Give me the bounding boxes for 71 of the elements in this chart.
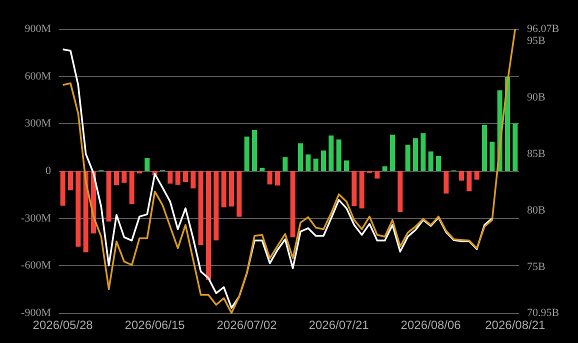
bar: [444, 171, 449, 194]
bar: [313, 158, 318, 171]
bar: [344, 160, 349, 171]
y-tick-label: -600M: [21, 260, 52, 272]
y-tick-label: 600M: [24, 70, 52, 82]
bar: [175, 171, 180, 185]
bar: [459, 171, 464, 181]
bar: [328, 136, 334, 171]
bar: [290, 171, 296, 238]
bar: [76, 171, 81, 247]
bar: [374, 171, 380, 179]
bar: [505, 76, 510, 171]
bar: [282, 157, 288, 171]
bar: [244, 136, 250, 171]
bar: [490, 142, 495, 171]
bar: [436, 156, 441, 171]
bar: [413, 138, 418, 171]
bar: [252, 130, 257, 171]
bar: [114, 171, 119, 186]
y-tick-label: -900M: [21, 307, 52, 319]
x-tick-label: 2026/07/02: [216, 318, 278, 332]
bar: [398, 171, 403, 212]
bar: [260, 168, 265, 171]
x-tick-label: 2026/08/06: [400, 318, 462, 332]
bar: [144, 158, 150, 171]
bar: [482, 124, 487, 171]
bar: [229, 171, 234, 206]
x-tick-label: 2026/08/21: [485, 318, 546, 332]
bar: [306, 154, 311, 171]
y2-tick-label: 70.95B: [527, 307, 560, 319]
bar: [298, 143, 303, 171]
y2-tick-label: 85B: [527, 148, 546, 160]
bar: [129, 171, 134, 204]
y-tick-label: 900M: [24, 23, 52, 35]
bar: [512, 123, 518, 171]
bar: [420, 133, 426, 171]
bar: [206, 171, 211, 280]
x-tick-label: 2026/07/21: [308, 318, 370, 332]
bar: [267, 171, 272, 184]
bar: [336, 139, 342, 171]
bar: [275, 171, 280, 186]
bar: [352, 171, 357, 206]
bar: [428, 151, 434, 171]
bar: [321, 150, 326, 171]
bar: [466, 171, 472, 192]
bar: [474, 171, 480, 180]
y2-tick-label: 96.07B: [527, 23, 560, 35]
bar: [106, 171, 112, 222]
y-tick-label: -300M: [21, 212, 52, 224]
y2-tick-label: 75B: [527, 261, 546, 274]
x-tick-label: 2026/05/28: [32, 318, 94, 332]
bar: [359, 171, 364, 208]
bar: [68, 171, 73, 190]
bar: [60, 171, 66, 206]
bar: [236, 171, 242, 217]
bar: [168, 171, 173, 184]
bar: [214, 171, 219, 240]
bar: [198, 171, 204, 246]
bar: [405, 144, 410, 171]
bar: [190, 171, 196, 188]
bar: [382, 166, 388, 171]
bar: [122, 171, 127, 183]
bar: [183, 171, 188, 182]
x-tick-label: 2026/06/15: [124, 318, 186, 332]
y2-tick-label: 90B: [527, 92, 546, 104]
bar: [390, 134, 395, 171]
y2-tick-label: 80B: [527, 204, 546, 217]
y2-tick-label: 95B: [527, 35, 546, 48]
y-tick-label: 0: [46, 165, 52, 177]
y-tick-label: 300M: [24, 118, 52, 130]
bar: [221, 171, 226, 208]
